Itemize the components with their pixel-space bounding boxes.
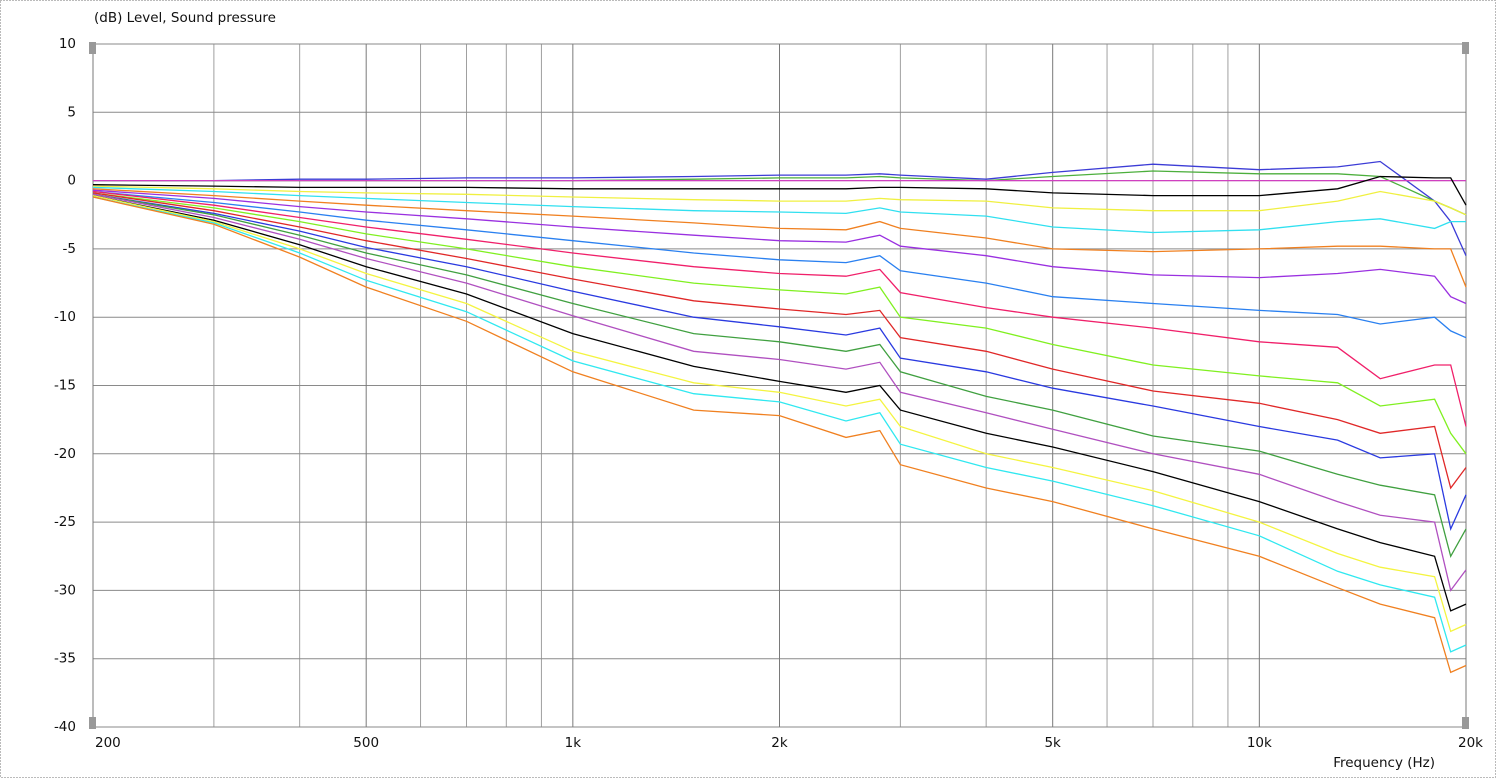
x-tick-label: 20k <box>1458 735 1483 751</box>
series-line <box>92 193 1467 592</box>
y-tick-label: -25 <box>54 514 76 530</box>
series-line <box>92 192 1467 490</box>
series-line <box>92 193 1467 559</box>
series-line <box>92 188 1467 288</box>
series-line <box>92 190 1467 339</box>
y-tick-label: 0 <box>67 173 76 189</box>
series-line <box>92 192 1467 455</box>
y-tick-label: -10 <box>54 309 76 325</box>
x-tick-label: 500 <box>353 735 379 751</box>
y-tick-label: -30 <box>54 582 76 598</box>
series-line <box>92 185 1467 216</box>
series-line <box>92 194 1467 633</box>
resize-handle <box>1462 42 1469 54</box>
y-tick-label: 5 <box>67 104 76 120</box>
y-tick-label: 10 <box>59 36 76 52</box>
resize-handle <box>89 717 96 729</box>
series-line <box>92 190 1467 427</box>
series-line <box>92 175 1467 206</box>
resize-handle <box>89 42 96 54</box>
series-line <box>93 160 1467 256</box>
x-tick-label: 10k <box>1247 735 1272 751</box>
y-tick-label: -5 <box>63 241 76 257</box>
series-line <box>92 186 1466 234</box>
y-tick-label: -20 <box>54 446 76 462</box>
series-line <box>92 189 1467 305</box>
x-tick-label: 2k <box>771 735 788 751</box>
y-tick-label: -40 <box>54 719 76 735</box>
y-tick-label: -15 <box>54 378 76 394</box>
series-line <box>92 193 1467 531</box>
series-line <box>92 196 1467 674</box>
x-tick-label: 200 <box>95 735 121 751</box>
x-tick-label: 1k <box>565 735 582 751</box>
x-axis-label: Frequency (Hz) <box>1333 755 1435 771</box>
series-line <box>92 194 1467 612</box>
y-tick-label: -35 <box>54 651 76 667</box>
series-line <box>92 196 1467 653</box>
x-tick-label: 5k <box>1044 735 1061 751</box>
resize-handle <box>1462 717 1469 729</box>
y-axis-label: (dB) Level, Sound pressure <box>94 10 276 26</box>
